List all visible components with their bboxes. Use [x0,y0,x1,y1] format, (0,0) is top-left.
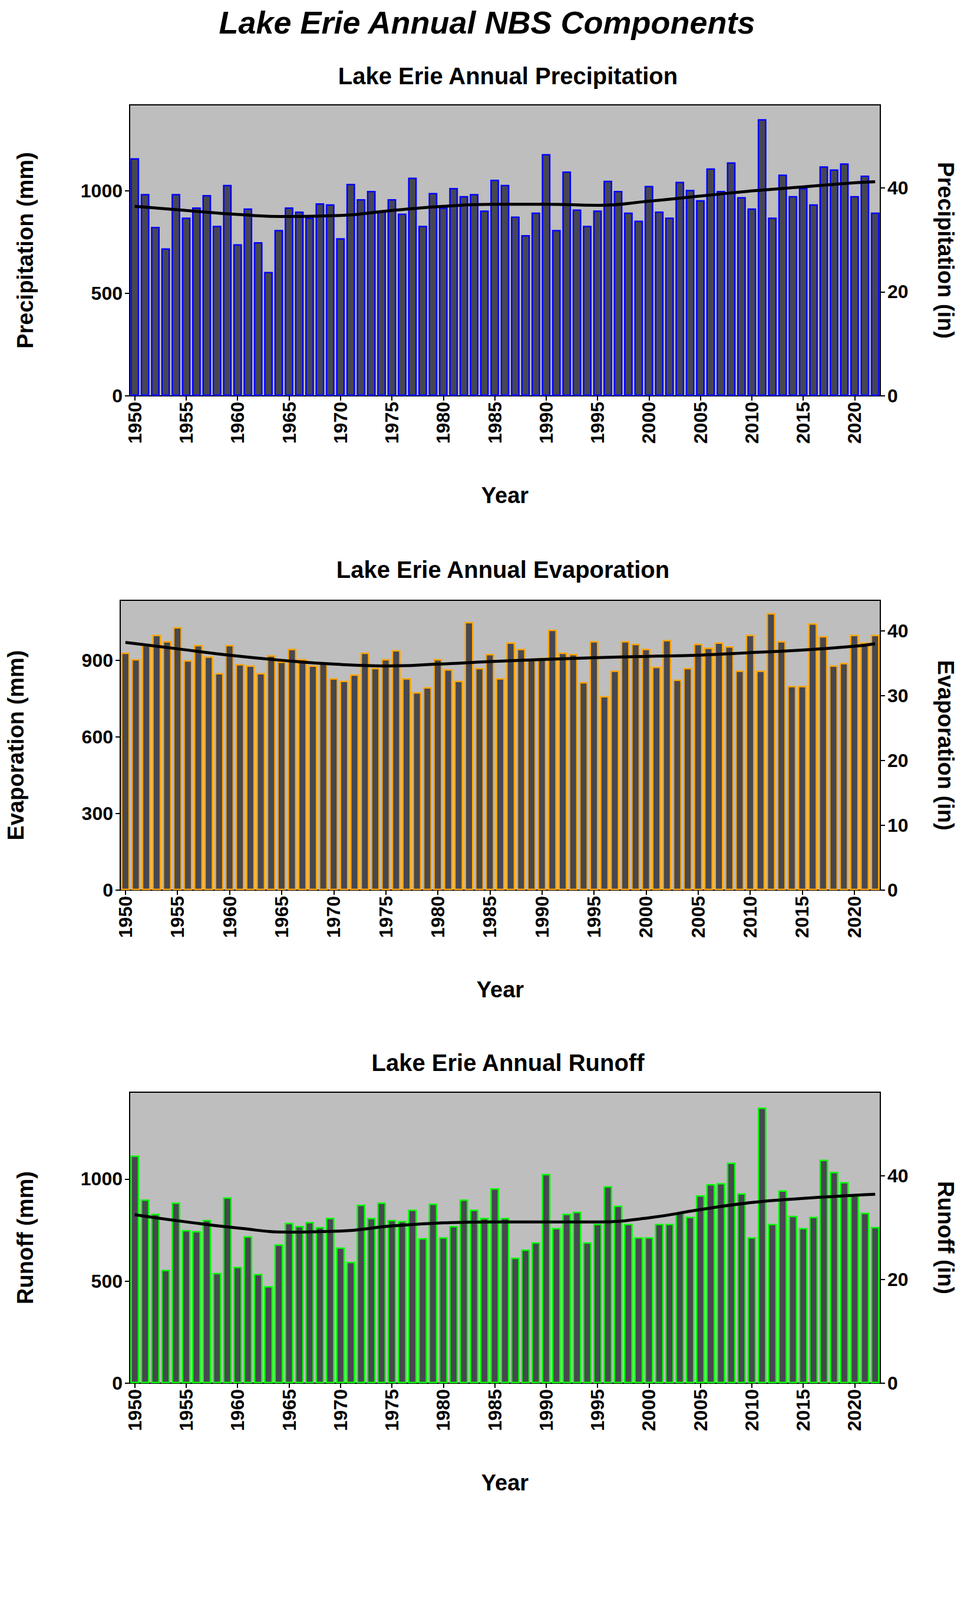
svg-text:2005: 2005 [689,401,712,444]
svg-text:Year: Year [476,977,525,1003]
svg-text:2010: 2010 [741,1389,763,1432]
svg-text:2010: 2010 [741,401,763,444]
svg-text:1980: 1980 [432,1389,454,1432]
svg-text:40: 40 [887,620,909,642]
svg-text:1960: 1960 [219,896,241,939]
svg-text:2000: 2000 [638,401,660,444]
svg-text:2010: 2010 [739,896,761,939]
svg-text:Year: Year [481,483,530,508]
svg-text:1960: 1960 [226,1389,249,1432]
svg-text:2015: 2015 [792,401,814,444]
svg-text:1970: 1970 [329,401,352,444]
svg-text:Runoff (in): Runoff (in) [933,1181,959,1295]
svg-text:1955: 1955 [166,896,188,939]
svg-text:0: 0 [111,385,123,407]
svg-text:Evaporation (in): Evaporation (in) [933,659,959,831]
svg-text:Precipitation (mm): Precipitation (mm) [12,152,38,349]
svg-text:40: 40 [887,177,909,199]
svg-text:1980: 1980 [427,896,449,939]
svg-text:30: 30 [887,685,909,707]
svg-text:0: 0 [887,385,898,407]
svg-text:0: 0 [111,1372,123,1395]
svg-text:1995: 1995 [586,401,609,444]
svg-text:1990: 1990 [535,1389,557,1432]
svg-text:1000: 1000 [80,180,123,202]
svg-text:600: 600 [81,726,114,748]
svg-text:Lake Erie Annual NBS Component: Lake Erie Annual NBS Components [218,4,755,41]
svg-text:20: 20 [887,281,909,303]
svg-text:2015: 2015 [791,896,813,939]
svg-text:0: 0 [887,879,898,901]
svg-text:1975: 1975 [375,896,397,939]
svg-text:2020: 2020 [843,896,865,939]
svg-text:2000: 2000 [635,896,657,939]
svg-text:1985: 1985 [484,401,506,444]
svg-text:300: 300 [81,803,114,825]
svg-text:1980: 1980 [432,401,454,444]
svg-text:1975: 1975 [381,401,403,444]
svg-text:Runoff (mm): Runoff (mm) [12,1171,38,1305]
svg-text:40: 40 [887,1165,909,1187]
svg-text:500: 500 [91,282,123,305]
svg-text:0: 0 [102,879,114,901]
svg-text:10: 10 [887,814,909,837]
svg-text:Lake Erie Annual Precipitation: Lake Erie Annual Precipitation [338,63,678,89]
svg-text:1965: 1965 [278,1389,300,1432]
svg-text:1985: 1985 [484,1389,506,1432]
svg-text:Year: Year [481,1470,530,1496]
svg-text:1965: 1965 [271,896,293,939]
svg-text:1950: 1950 [124,401,146,444]
svg-text:1975: 1975 [381,1389,403,1432]
svg-text:500: 500 [91,1270,123,1293]
svg-text:2020: 2020 [843,401,865,444]
svg-text:1970: 1970 [329,1389,352,1432]
svg-text:1950: 1950 [114,896,137,939]
svg-text:1955: 1955 [175,401,197,444]
svg-text:1965: 1965 [278,401,300,444]
svg-text:2000: 2000 [638,1389,660,1432]
svg-text:2005: 2005 [689,1389,712,1432]
svg-text:1995: 1995 [586,1389,609,1432]
svg-text:1955: 1955 [175,1389,197,1432]
svg-text:1960: 1960 [226,401,249,444]
svg-text:2020: 2020 [843,1389,865,1432]
svg-text:20: 20 [887,1269,909,1291]
svg-text:1995: 1995 [583,896,605,939]
svg-text:0: 0 [887,1372,898,1395]
svg-text:1990: 1990 [531,896,553,939]
svg-text:20: 20 [887,750,909,772]
svg-text:2015: 2015 [792,1389,814,1432]
svg-text:Evaporation (mm): Evaporation (mm) [3,649,29,841]
svg-text:1985: 1985 [479,896,501,939]
svg-text:1000: 1000 [80,1168,123,1190]
svg-text:1950: 1950 [124,1389,146,1432]
svg-text:2005: 2005 [687,896,709,939]
svg-text:Lake Erie Annual Evaporation: Lake Erie Annual Evaporation [336,556,670,583]
svg-text:Precipitation (in): Precipitation (in) [933,162,959,339]
svg-text:900: 900 [81,649,114,672]
svg-text:1970: 1970 [322,896,345,939]
svg-text:1990: 1990 [535,401,557,444]
svg-text:Lake Erie Annual Runoff: Lake Erie Annual Runoff [371,1050,645,1076]
